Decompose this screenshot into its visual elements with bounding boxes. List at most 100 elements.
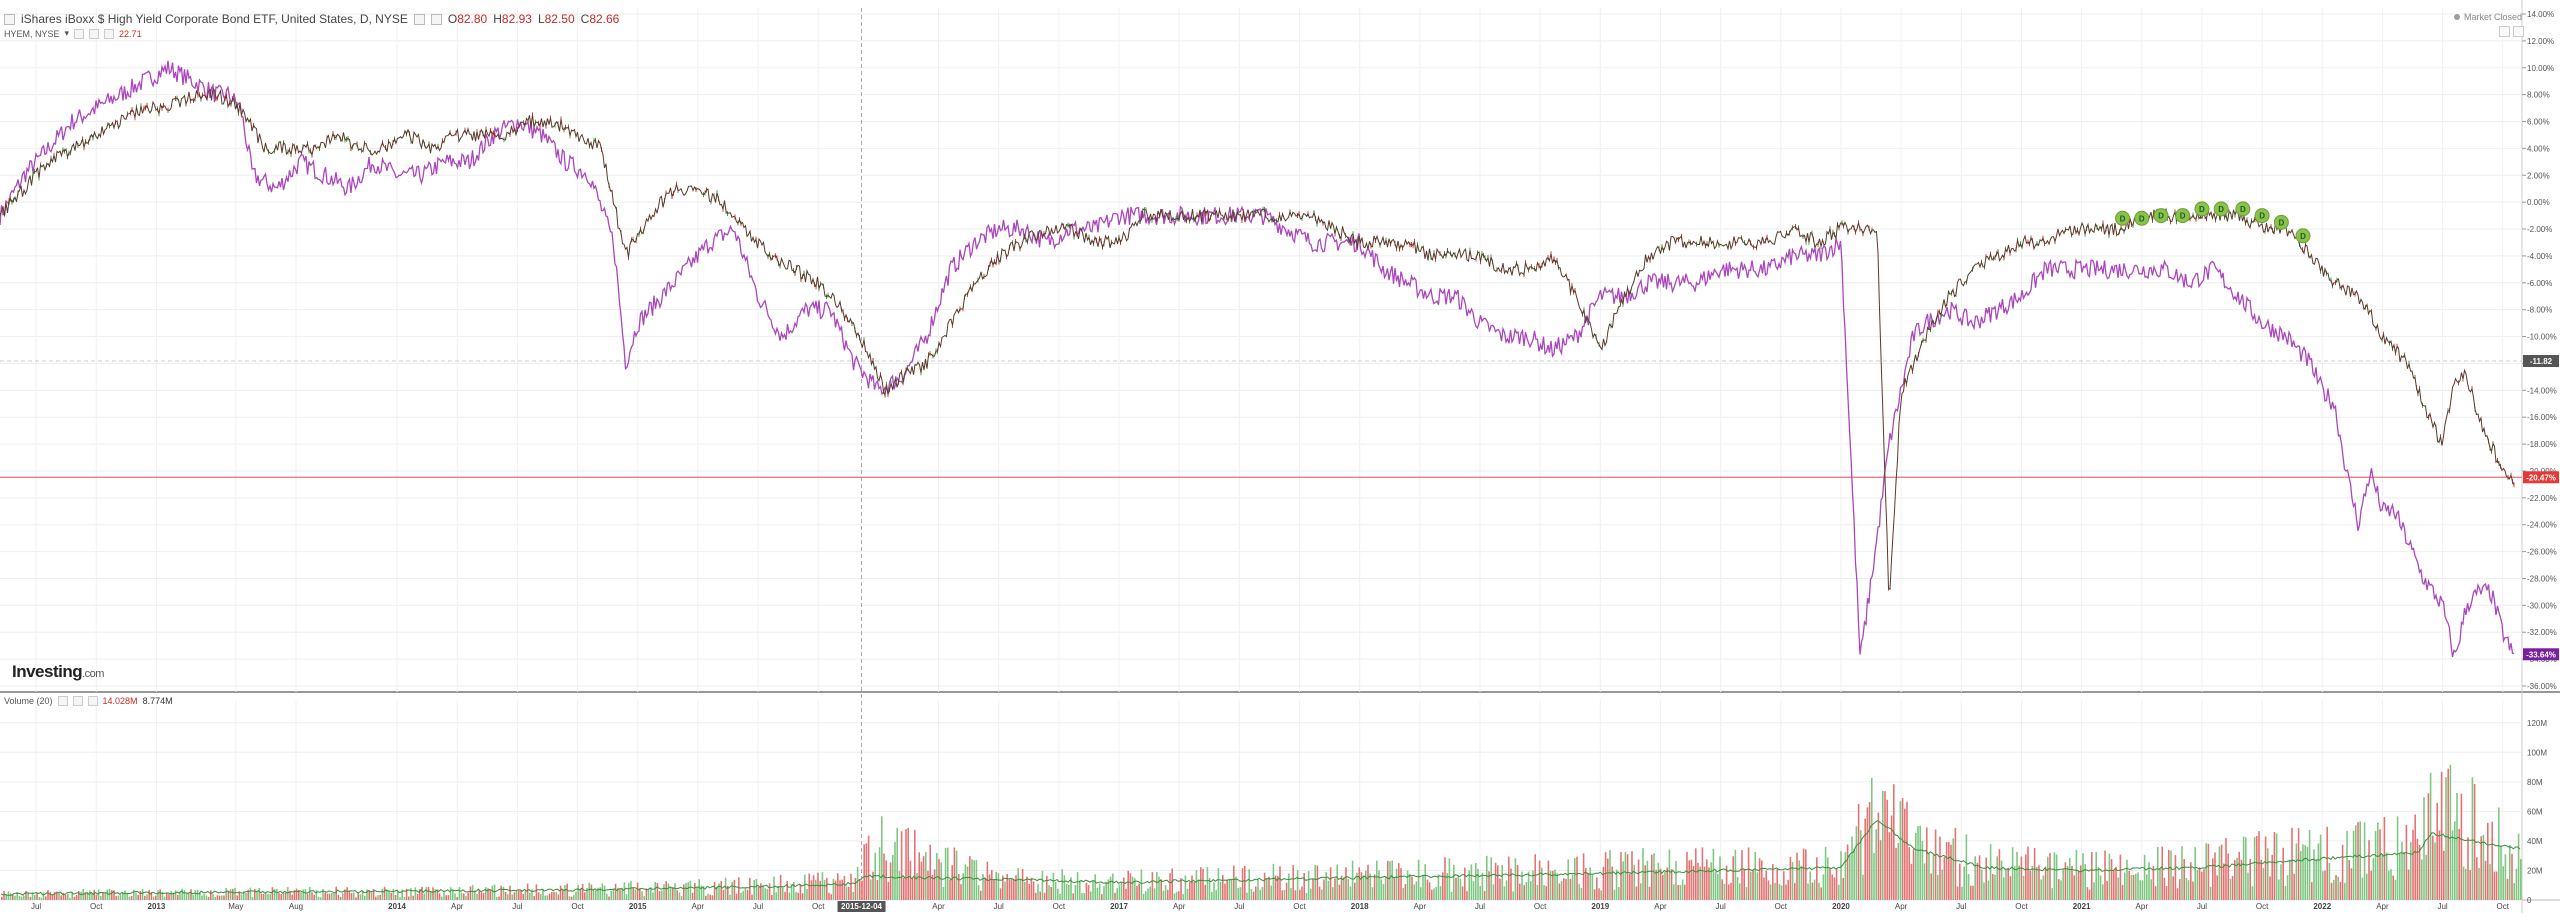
volume-bar — [2143, 854, 2146, 900]
volume-bar — [2240, 859, 2243, 900]
price-tick-label: -10.00% — [2527, 333, 2557, 342]
volume-header: Volume (20) 14.028M 8.774M — [4, 696, 173, 706]
volume-bar — [1611, 866, 1613, 900]
volume-bar — [1435, 886, 1437, 900]
volume-bar — [1769, 884, 1772, 900]
volume-bar — [427, 887, 430, 900]
volume-bar — [559, 885, 562, 900]
volume-bar — [62, 892, 65, 900]
volume-bar — [632, 888, 634, 900]
compare-symbol[interactable]: HYEM, NYSE — [4, 28, 60, 39]
volume-bar — [1197, 879, 1200, 900]
volume-bar — [1272, 863, 1275, 900]
volume-bar — [2106, 881, 2108, 900]
volume-bar — [634, 889, 637, 900]
volume-bar — [276, 889, 278, 900]
close-icon[interactable] — [430, 13, 442, 25]
volume-bar — [2009, 876, 2012, 900]
volume-bar — [2341, 844, 2344, 900]
volume-bar — [1670, 869, 1673, 900]
volume-bar — [2082, 853, 2084, 900]
time-tick-label: Apr — [692, 902, 705, 911]
volume-bar — [1213, 882, 1215, 900]
settings-icon[interactable] — [413, 13, 425, 25]
volume-bar — [324, 892, 326, 900]
volume-bar — [1516, 865, 1519, 900]
volume-bar — [1699, 866, 1701, 900]
volume-bar — [1860, 830, 1862, 900]
volume-bar — [698, 879, 700, 900]
volume-close-icon[interactable] — [87, 696, 98, 706]
volume-bar — [2128, 870, 2130, 900]
volume-bar — [460, 892, 463, 900]
volume-bar — [590, 884, 593, 900]
volume-bar — [315, 890, 318, 900]
volume-bar — [1521, 871, 1523, 900]
volume-bar — [1547, 860, 1550, 900]
volume-hide-icon[interactable] — [72, 696, 83, 706]
volume-bar — [2498, 807, 2500, 900]
volume-bar — [1728, 884, 1730, 900]
volume-bar — [119, 894, 122, 900]
volume-bar — [1772, 864, 1774, 900]
pane-down-icon[interactable] — [2513, 26, 2524, 37]
volume-bar — [1354, 882, 1356, 900]
volume-bar — [1274, 875, 1277, 900]
volume-bar — [2434, 842, 2436, 900]
volume-bar — [364, 895, 366, 900]
volume-bar — [1195, 870, 1198, 900]
volume-bar — [1732, 856, 1734, 900]
collapse-icon[interactable] — [4, 13, 15, 25]
time-tick-label: 2022 — [2313, 902, 2331, 911]
compare-close-icon[interactable] — [104, 28, 115, 39]
volume-bar — [155, 895, 157, 900]
pane-up-icon[interactable] — [2499, 26, 2510, 37]
volume-bar — [1543, 884, 1545, 900]
compare-dropdown-icon[interactable]: ▾ — [64, 28, 70, 38]
volume-bar — [610, 890, 612, 900]
volume-bar — [1048, 885, 1050, 900]
volume-bar — [2130, 875, 2133, 900]
volume-bar — [1037, 883, 1039, 900]
volume-bar — [1857, 803, 1860, 900]
volume-bar — [586, 888, 588, 900]
volume-bar — [685, 883, 687, 900]
volume-bar — [654, 881, 656, 900]
compare-hide-icon[interactable] — [89, 28, 100, 39]
volume-bar — [1226, 879, 1228, 900]
volume-bar — [601, 883, 604, 900]
price-tick-label: -4.00% — [2527, 252, 2552, 261]
volume-bar — [225, 887, 227, 900]
volume-bar — [817, 872, 819, 900]
volume-bar — [190, 889, 192, 900]
volume-bar — [2271, 854, 2273, 900]
volume-bar — [1479, 885, 1481, 900]
volume-bar — [2368, 840, 2370, 900]
time-tick-label: 2013 — [148, 902, 166, 911]
volume-bar — [830, 894, 832, 900]
volume-bar — [1985, 857, 1987, 900]
volume-settings-icon[interactable] — [57, 696, 68, 706]
volume-bar — [645, 888, 648, 900]
volume-bar — [2427, 793, 2430, 900]
volume-bar — [1224, 883, 1226, 900]
volume-bar — [350, 893, 353, 900]
volume-bar — [1998, 849, 2001, 900]
volume-bar — [159, 889, 161, 900]
volume-bar — [1697, 862, 1699, 900]
volume-bar — [273, 889, 276, 900]
volume-bar — [1948, 842, 1950, 900]
compare-settings-icon[interactable] — [74, 28, 85, 39]
volume-bar — [2212, 858, 2214, 900]
volume-bar — [122, 892, 124, 900]
volume-bar — [1415, 881, 1418, 900]
volume-bar — [1327, 880, 1330, 900]
volume-bar — [579, 888, 582, 900]
volume-bar — [1868, 801, 1871, 900]
volume-bar — [744, 888, 747, 900]
time-tick-label: Apr — [2136, 902, 2149, 911]
volume-bar — [2000, 860, 2003, 900]
volume-bar — [1802, 848, 1805, 900]
volume-bar — [1420, 887, 1422, 900]
